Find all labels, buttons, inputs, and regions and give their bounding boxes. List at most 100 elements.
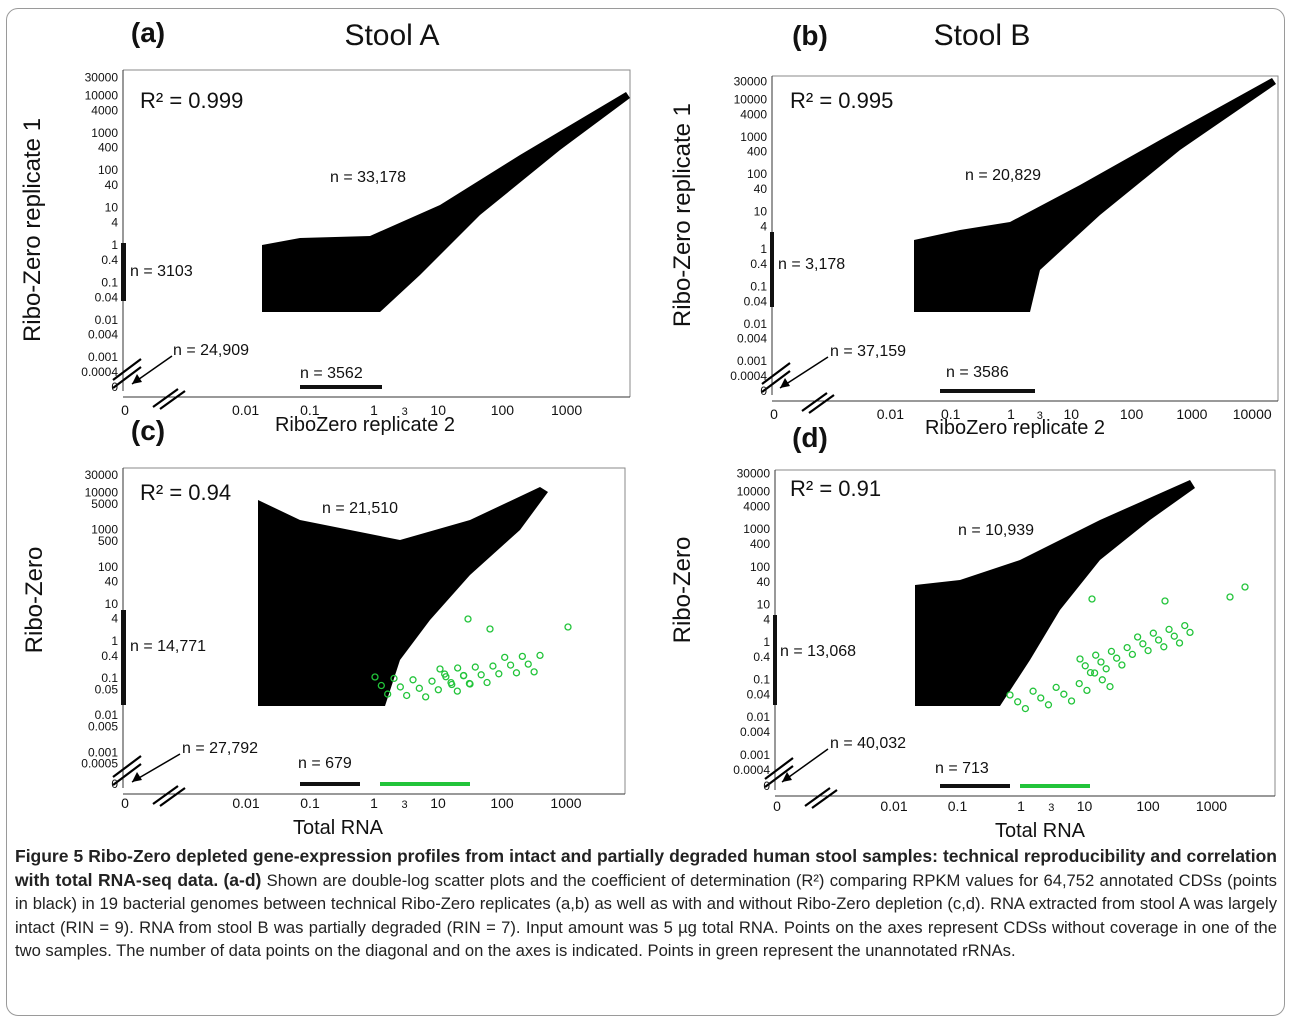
rrna-point (1102, 665, 1110, 673)
panel-label: (c) (131, 415, 165, 446)
rrna-point (486, 625, 494, 633)
count-annotation: n = 3586 (946, 364, 1009, 381)
y-tick-label: 400 (750, 537, 770, 551)
y-tick-label: 0.01 (95, 708, 119, 722)
y-tick-label: 0.001 (88, 745, 118, 759)
y-tick-label: 1000 (740, 130, 767, 144)
rrna-point (483, 678, 491, 687)
axis-points (940, 389, 1035, 393)
y-tick-label: 10000 (85, 486, 119, 500)
y-tick-label: 0.4 (101, 649, 118, 663)
count-annotation: n = 679 (298, 755, 352, 772)
y-tick-label: 0 (763, 779, 770, 793)
y-tick-label: 0.0004 (733, 763, 770, 777)
y-tick-label: 10000 (737, 485, 771, 499)
y-tick-label: 0.05 (95, 682, 119, 696)
x-tick-label: 100 (1120, 406, 1144, 422)
rrna-point (448, 680, 456, 689)
figure: 3000010000400010004001004010410.40.10.04… (19, 17, 1279, 842)
axis-points (121, 610, 126, 705)
rrna-point (1133, 633, 1142, 641)
rrna-point (1014, 698, 1022, 706)
y-tick-label: 1000 (91, 126, 118, 140)
y-tick-label: 0.005 (88, 719, 118, 733)
y-tick-label: 4 (763, 612, 770, 626)
arrow-head (782, 772, 792, 782)
y-tick-label: 100 (747, 167, 767, 181)
rrna-point (495, 670, 503, 678)
y-tick-label: 40 (105, 575, 119, 589)
axis-points (300, 385, 382, 389)
rrna-point (1037, 694, 1045, 702)
rrna-point (459, 672, 468, 680)
x-tick-label: 10 (1077, 798, 1093, 814)
y-tick-label: 30000 (85, 468, 119, 482)
y-tick-label: 0.0005 (81, 756, 118, 770)
rrna-point (1181, 621, 1189, 630)
y-tick-label: 0.01 (744, 317, 768, 331)
y-tick-label: 0.01 (95, 313, 119, 327)
y-tick-label: 4000 (740, 107, 767, 121)
rrna-point (1044, 701, 1053, 709)
x-tick-label: 10 (1064, 406, 1080, 422)
rrna-point (1226, 593, 1234, 601)
rrna-point (442, 673, 450, 681)
panel-label: (a) (131, 17, 165, 48)
rrna-point (1106, 682, 1114, 691)
axis-points (770, 232, 774, 307)
rrna-point (1149, 629, 1157, 637)
rrna-point (436, 665, 444, 673)
y-tick-label: 1 (763, 635, 770, 649)
point-cloud (914, 78, 1276, 312)
r-squared: R² = 0.91 (790, 476, 881, 501)
x-axis-label: Total RNA (293, 817, 384, 839)
caption-text: Shown are double-log scatter plots and t… (15, 870, 1277, 961)
rrna-point (477, 671, 485, 679)
rrna-point (1118, 661, 1126, 669)
x-tick-label: 1 (370, 402, 378, 418)
y-tick-label: 10 (754, 205, 768, 219)
count-annotation: n = 14,771 (130, 638, 206, 655)
y-tick-label: 4 (760, 219, 767, 233)
rrna-point (518, 652, 527, 661)
x-tick-label: 0 (773, 798, 781, 814)
y-tick-label: 10 (757, 597, 771, 611)
count-annotation: n = 33,178 (330, 169, 406, 186)
caption-title: Figure 5 Ribo-Zero depleted gene-express… (15, 846, 1277, 890)
rrna-point (1160, 643, 1168, 651)
rrna-point (1060, 690, 1068, 698)
y-tick-label: 0.004 (740, 725, 770, 739)
y-tick-label: 0 (111, 380, 118, 394)
x-tick-label: 0.01 (232, 795, 259, 811)
rrna-point (1088, 595, 1096, 603)
axis-points (773, 615, 777, 705)
y-tick-label: 0 (111, 777, 118, 791)
rrna-point (1083, 686, 1091, 695)
x-tick-label: 3 (1037, 410, 1043, 422)
y-tick-label: 0.1 (101, 275, 118, 289)
count-annotation: n = 24,909 (173, 342, 249, 359)
y-tick-label: 0.0004 (81, 365, 118, 379)
r-squared: R² = 0.94 (140, 480, 231, 505)
count-annotation: n = 3103 (130, 263, 193, 280)
rrna-point (1161, 597, 1169, 605)
y-tick-label: 0.001 (88, 350, 118, 364)
rrna-point (415, 684, 423, 692)
x-tick-label: 0.01 (232, 402, 259, 418)
y-tick-label: 1 (111, 238, 118, 252)
y-tick-label: 10 (105, 597, 119, 611)
y-tick-label: 4000 (91, 103, 118, 117)
y-tick-label: 400 (98, 141, 118, 155)
rrna-point (1144, 646, 1152, 655)
r-squared: R² = 0.999 (140, 88, 243, 113)
rrna-point (465, 679, 474, 688)
rrna-point (1186, 628, 1194, 637)
rrna-point (403, 691, 411, 700)
rrna-point (1098, 676, 1106, 684)
y-tick-label: 30000 (734, 75, 768, 89)
count-annotation: n = 3562 (300, 365, 363, 382)
y-tick-label: 0.4 (101, 253, 118, 267)
x-tick-label: 3 (1048, 802, 1054, 814)
panel-label: (b) (792, 20, 828, 51)
